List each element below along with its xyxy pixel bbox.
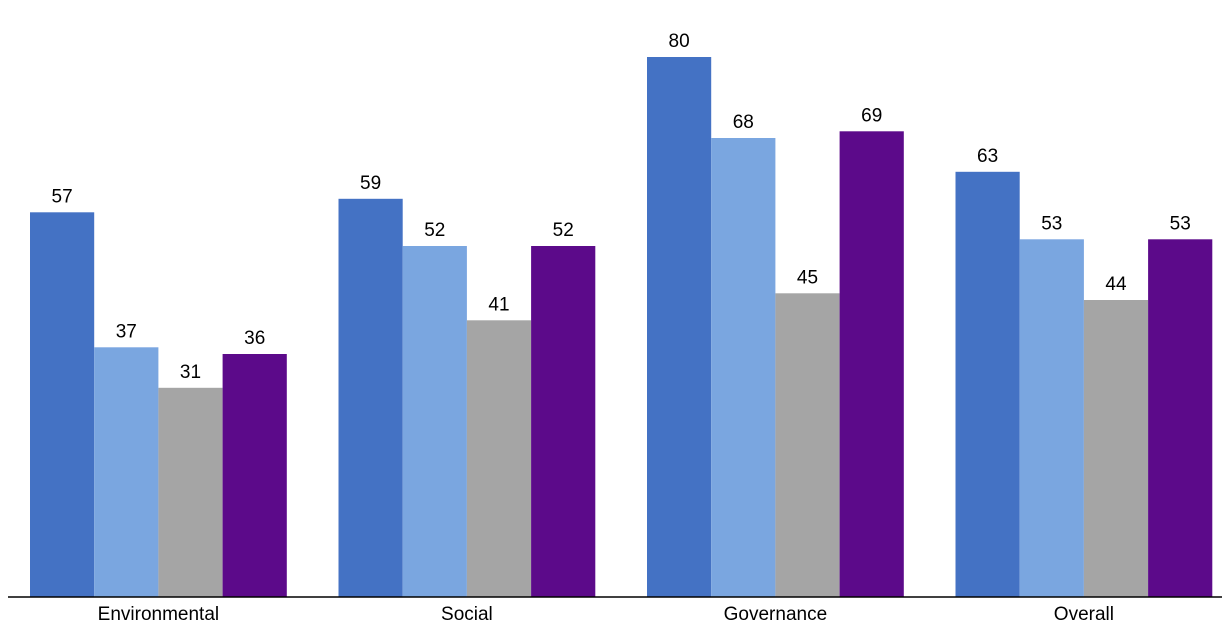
value-label-social-series-1: 59 — [360, 173, 381, 194]
bar-overall-series-1 — [955, 171, 1020, 598]
category-labels-layer: Environmental Social Governance Overall — [98, 604, 1114, 625]
bar-environmental-series-2 — [94, 347, 159, 598]
value-label-overall-series-2: 53 — [1041, 213, 1062, 234]
bar-overall-series-3 — [1083, 300, 1149, 597]
value-label-governance-series-3: 45 — [797, 267, 818, 288]
value-label-overall-series-3: 44 — [1105, 274, 1127, 295]
bar-environmental-series-4 — [222, 354, 287, 597]
value-label-governance-series-4: 69 — [861, 105, 882, 126]
bar-social-series-2 — [402, 246, 467, 597]
value-label-environmental-series-4: 36 — [244, 328, 265, 349]
category-label-social: Social — [441, 604, 493, 625]
value-label-governance-series-1: 80 — [669, 31, 690, 52]
bar-governance-series-3 — [775, 293, 840, 598]
bar-governance-series-2 — [711, 138, 776, 597]
bar-environmental-series-3 — [158, 387, 223, 598]
value-label-environmental-series-1: 57 — [52, 186, 73, 207]
value-label-environmental-series-3: 31 — [180, 362, 201, 383]
value-label-overall-series-1: 63 — [977, 146, 998, 167]
category-label-governance: Governance — [724, 604, 828, 625]
value-label-overall-series-4: 53 — [1170, 213, 1191, 234]
bar-environmental-series-1 — [30, 212, 95, 598]
bar-social-series-4 — [531, 246, 596, 597]
category-label-overall: Overall — [1054, 604, 1114, 625]
bar-governance-series-1 — [647, 57, 712, 597]
bar-social-series-1 — [338, 198, 403, 598]
bars-layer — [30, 57, 1213, 598]
value-labels-layer: 57 37 31 36 59 52 41 52 80 68 45 69 63 53 44 53 — [52, 31, 1191, 383]
value-label-social-series-4: 52 — [553, 220, 574, 241]
category-label-environmental: Environmental — [98, 604, 219, 625]
bar-social-series-3 — [466, 320, 532, 598]
value-label-social-series-3: 41 — [488, 294, 509, 315]
bar-governance-series-4 — [839, 131, 904, 598]
value-label-social-series-2: 52 — [424, 220, 445, 241]
bar-overall-series-2 — [1019, 239, 1084, 598]
value-label-governance-series-2: 68 — [733, 112, 754, 133]
value-label-environmental-series-2: 37 — [116, 321, 137, 342]
bar-overall-series-4 — [1148, 239, 1213, 598]
